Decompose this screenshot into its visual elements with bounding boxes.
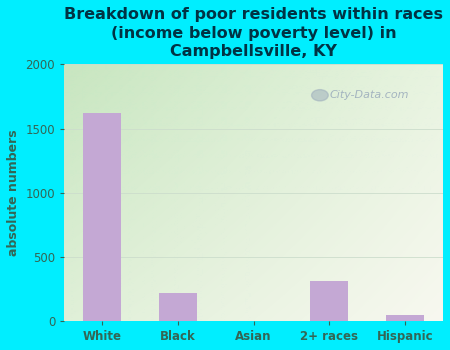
Text: City-Data.com: City-Data.com xyxy=(329,90,409,100)
Title: Breakdown of poor residents within races
(income below poverty level) in
Campbel: Breakdown of poor residents within races… xyxy=(64,7,443,59)
Bar xyxy=(83,113,121,321)
Bar xyxy=(159,293,197,321)
Circle shape xyxy=(311,90,328,101)
Y-axis label: absolute numbers: absolute numbers xyxy=(7,130,20,256)
Bar xyxy=(310,281,348,321)
Bar xyxy=(386,315,424,321)
